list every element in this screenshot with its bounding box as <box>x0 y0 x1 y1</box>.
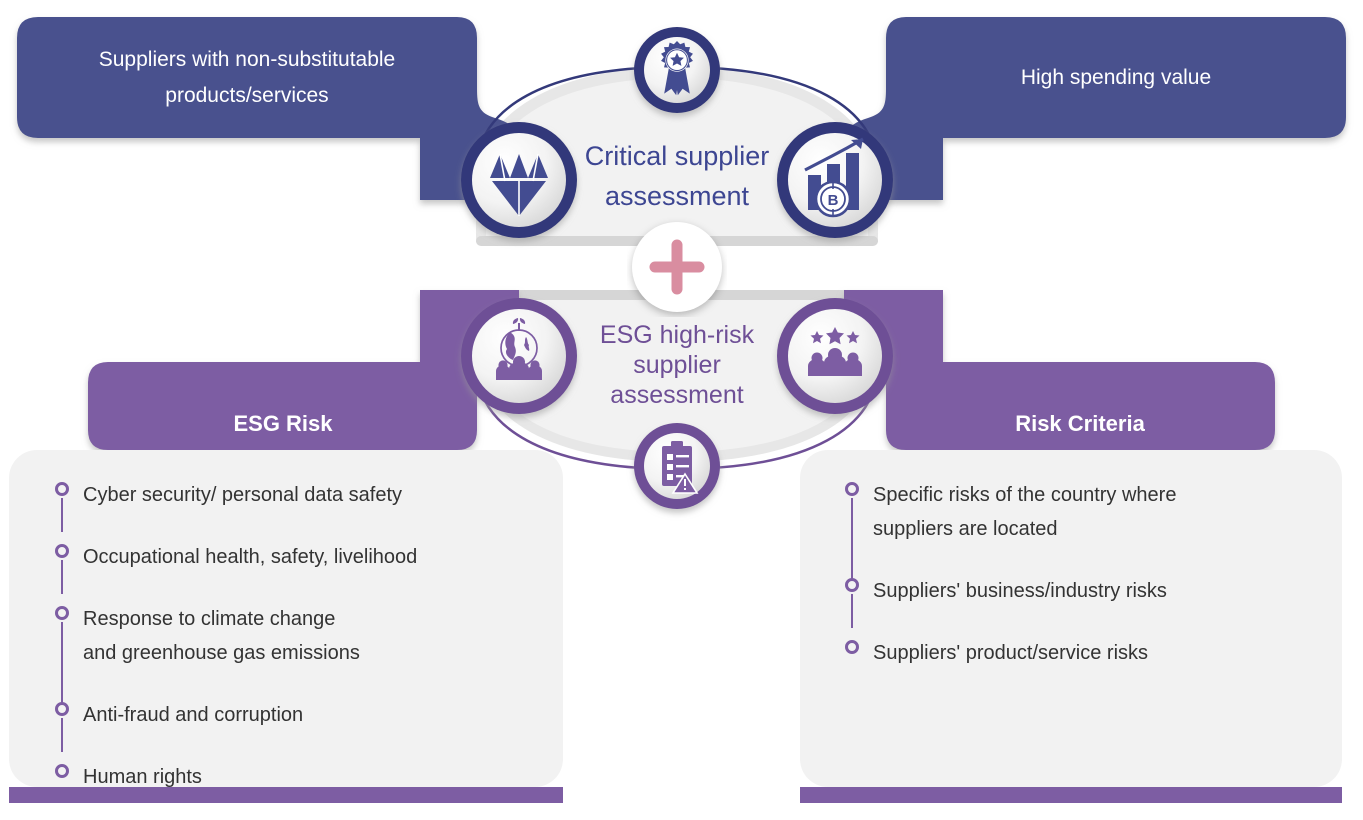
svg-text:Critical supplier: Critical supplier <box>585 141 770 171</box>
svg-text:assessment: assessment <box>610 381 743 409</box>
svg-text:assessment: assessment <box>605 181 750 211</box>
svg-text:B: B <box>828 192 839 209</box>
svg-text:supplier: supplier <box>633 351 721 379</box>
svg-text:ESG high-risk: ESG high-risk <box>600 321 755 349</box>
